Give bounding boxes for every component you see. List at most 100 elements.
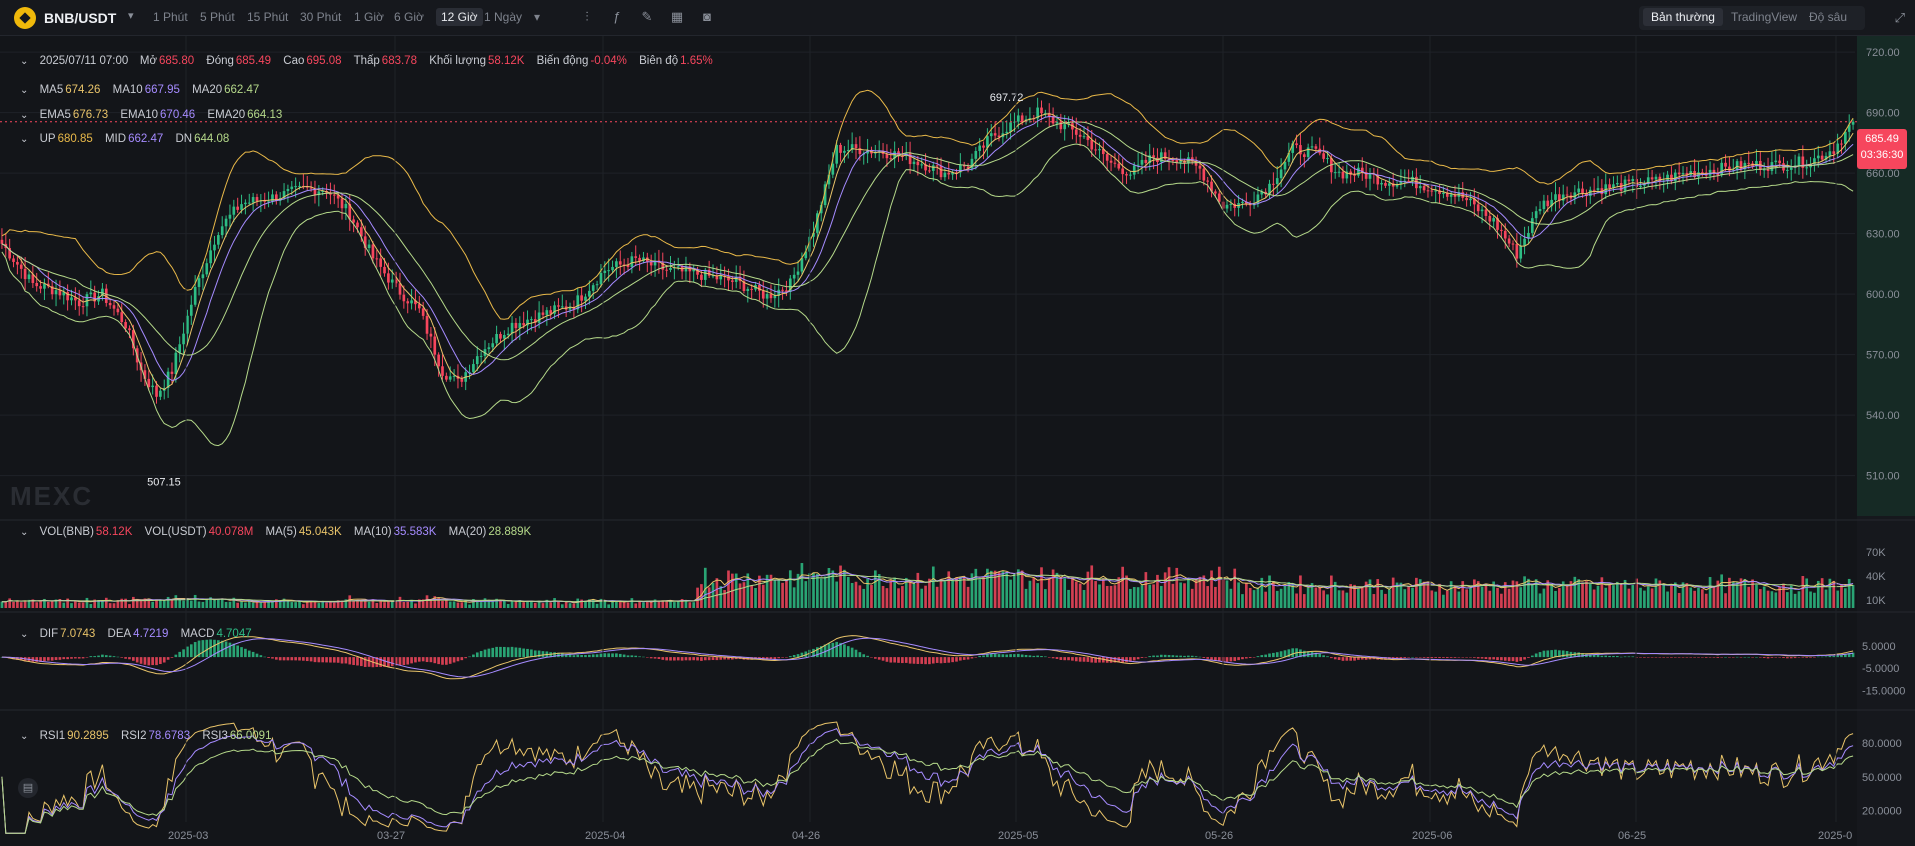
macd-bar (39, 657, 42, 662)
volume-bar (688, 602, 692, 608)
price-chart[interactable]: 720.00 690.00 660.00 630.00 600.00 570.00 540.… (0, 36, 1915, 846)
candle-body (417, 304, 421, 309)
view-depth-tab[interactable]: Độ sâu (1809, 10, 1848, 24)
candle-body (1724, 162, 1727, 167)
candle-body (993, 133, 997, 136)
volume-bar (1051, 569, 1055, 608)
candle-body (271, 194, 274, 202)
camera-icon[interactable]: ◙ (703, 9, 711, 24)
volume-bar (332, 602, 336, 608)
candle-body (1364, 171, 1368, 179)
volume-bar (305, 600, 309, 608)
volume-bar (1442, 594, 1445, 608)
timeframe-dropdown-icon[interactable]: ▾ (534, 10, 541, 24)
draw-pen-icon[interactable]: ✎ (641, 9, 653, 24)
volume-bar (1078, 583, 1082, 608)
candle-body (1530, 218, 1534, 233)
macd-bar (1840, 655, 1843, 658)
volume-bar (499, 600, 502, 608)
settings-toggle-icon[interactable]: ▤ (18, 778, 38, 798)
candle-body (186, 315, 189, 334)
timeframe-1-ngày[interactable]: 1 Ngày (484, 10, 523, 24)
volume-bar (738, 583, 742, 608)
volume-bar (1140, 585, 1144, 608)
volume-bar (850, 582, 854, 608)
candle-body (1028, 118, 1032, 120)
volume-bar (1666, 591, 1669, 608)
timeframe-1-phút[interactable]: 1 Phút (153, 10, 188, 24)
volume-bar (626, 602, 630, 608)
timeframe-30-phút[interactable]: 30 Phút (300, 10, 342, 24)
candle-body (1129, 174, 1132, 176)
macd-bar (792, 654, 796, 658)
macd-bar (1762, 657, 1766, 659)
macd-bar (970, 657, 974, 659)
volume-bar (1836, 590, 1839, 608)
chart-type-icon[interactable]: ⫶ (585, 9, 589, 24)
volume-bar (1105, 585, 1109, 608)
view-basic-tab[interactable]: Bản thường (1643, 8, 1723, 26)
candle-body (1747, 162, 1751, 164)
volume-bar (309, 600, 313, 608)
volume-bar (1847, 578, 1851, 608)
collapse-caret-icon[interactable]: ⌄ (20, 731, 29, 742)
macd-bar (645, 657, 649, 658)
timeframe-1-giờ[interactable]: 1 Giờ (354, 10, 384, 24)
macd-bar (692, 657, 696, 661)
volume-bar (1190, 588, 1194, 608)
volume-bar (1384, 593, 1387, 608)
candle-body (1299, 145, 1302, 155)
chevron-down-icon[interactable]: ▾ (128, 10, 134, 22)
timeframe-15-phút[interactable]: 15 Phút (247, 10, 289, 24)
layout-grid-icon[interactable]: ▦ (670, 9, 684, 24)
volume-bar (1032, 578, 1036, 608)
macd-bar (719, 657, 723, 660)
volume-bar (982, 576, 985, 608)
macd-bar (850, 647, 854, 658)
pair-selector[interactable]: BNB/USDT (44, 10, 117, 26)
collapse-caret-icon[interactable]: ⌄ (20, 134, 29, 145)
timeframe-6-giờ[interactable]: 6 Giờ (394, 10, 424, 24)
macd-bar (267, 657, 270, 658)
volume-bar (1797, 591, 1801, 608)
macd-bar (1453, 657, 1457, 658)
volume-bar (139, 600, 143, 608)
indicator-fx-icon[interactable]: ƒ (613, 9, 621, 24)
volume-bar (560, 604, 564, 608)
candle-body (1063, 124, 1067, 130)
collapse-caret-icon[interactable]: ⌄ (20, 56, 29, 67)
volume-bar (452, 601, 456, 608)
fullscreen-icon[interactable]: ⤢ (1894, 10, 1905, 25)
collapse-caret-icon[interactable]: ⌄ (20, 85, 29, 96)
volume-bar (445, 599, 448, 608)
candle-body (1484, 209, 1488, 216)
volume-bar (135, 598, 139, 608)
volume-bar (989, 570, 993, 608)
view-tradingview-tab[interactable]: TradingView (1731, 10, 1798, 24)
candle-body (514, 322, 518, 329)
timeframe-5-phút[interactable]: 5 Phút (200, 10, 235, 24)
candle-body (1558, 194, 1561, 201)
candle-body (692, 269, 696, 272)
macd-bar (1828, 656, 1832, 658)
volume-bar (1782, 583, 1785, 608)
volume-bar (1248, 587, 1252, 608)
candle-body (452, 375, 456, 377)
macd-bar (232, 643, 236, 658)
bnb-logo-icon (14, 7, 36, 29)
volume-bar (1500, 593, 1503, 608)
candle-body (1055, 121, 1059, 124)
collapse-caret-icon[interactable]: ⌄ (20, 110, 29, 121)
collapse-caret-icon[interactable]: ⌄ (20, 629, 29, 640)
volume-bar (997, 571, 1001, 608)
macd-bar (321, 657, 325, 663)
macd-bar (1724, 657, 1727, 658)
timeframe-12-giờ[interactable]: 12 Giờ (436, 8, 483, 26)
ma5-value: 674.26 (65, 84, 101, 96)
candle-body (1766, 169, 1770, 171)
collapse-caret-icon[interactable]: ⌄ (20, 527, 29, 538)
macd-bar (224, 641, 228, 658)
candle-body (19, 264, 23, 269)
volume-bar (170, 600, 174, 608)
candle-body (1175, 160, 1179, 163)
